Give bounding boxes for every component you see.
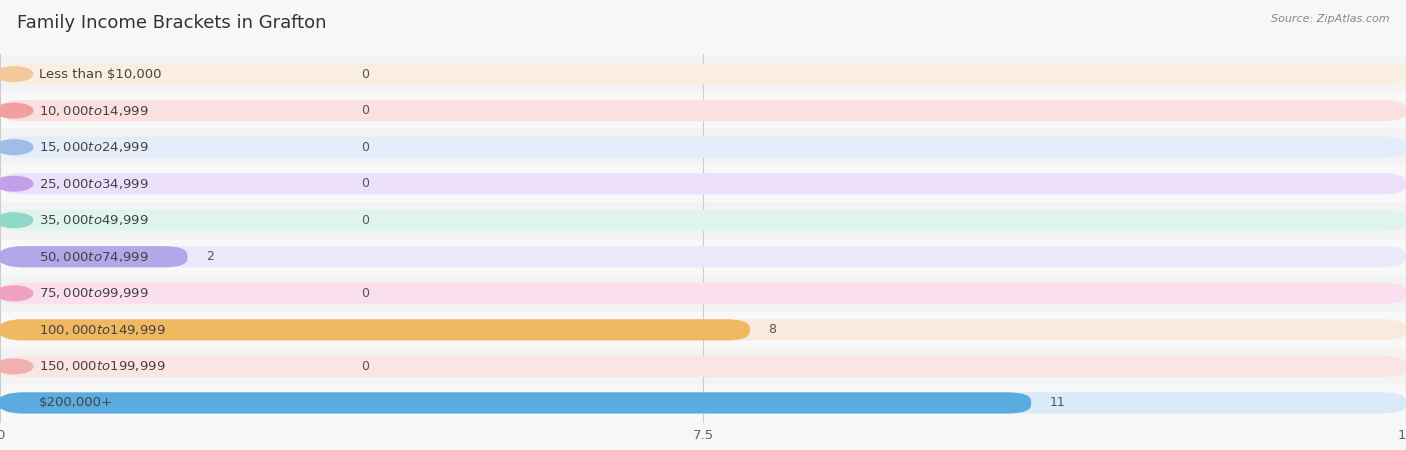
Text: 0: 0 — [361, 68, 368, 81]
Text: 0: 0 — [361, 104, 368, 117]
FancyBboxPatch shape — [0, 63, 1406, 85]
FancyBboxPatch shape — [0, 392, 1031, 414]
Bar — [0, 238, 1406, 275]
Text: 8: 8 — [769, 324, 776, 336]
FancyBboxPatch shape — [0, 246, 1406, 267]
Circle shape — [0, 67, 32, 81]
Bar — [0, 275, 1406, 311]
FancyBboxPatch shape — [0, 319, 749, 341]
Bar — [0, 348, 1406, 385]
FancyBboxPatch shape — [0, 319, 1406, 341]
Text: 2: 2 — [207, 250, 214, 263]
Text: $50,000 to $74,999: $50,000 to $74,999 — [39, 250, 149, 264]
Circle shape — [0, 396, 32, 410]
Text: $10,000 to $14,999: $10,000 to $14,999 — [39, 104, 149, 117]
Text: 11: 11 — [1050, 396, 1066, 410]
Text: $75,000 to $99,999: $75,000 to $99,999 — [39, 286, 149, 300]
Text: Less than $10,000: Less than $10,000 — [39, 68, 162, 81]
Text: $100,000 to $149,999: $100,000 to $149,999 — [39, 323, 166, 337]
FancyBboxPatch shape — [0, 392, 1406, 414]
Circle shape — [0, 249, 32, 264]
Text: $25,000 to $34,999: $25,000 to $34,999 — [39, 177, 149, 191]
Bar — [0, 385, 1406, 421]
Text: 0: 0 — [361, 287, 368, 300]
Circle shape — [0, 140, 32, 154]
Bar — [0, 166, 1406, 202]
Text: $15,000 to $24,999: $15,000 to $24,999 — [39, 140, 149, 154]
Circle shape — [0, 176, 32, 191]
Text: $35,000 to $49,999: $35,000 to $49,999 — [39, 213, 149, 227]
Bar — [0, 129, 1406, 166]
Circle shape — [0, 104, 32, 118]
Text: 0: 0 — [361, 360, 368, 373]
Text: 0: 0 — [361, 214, 368, 227]
FancyBboxPatch shape — [0, 210, 1406, 231]
FancyBboxPatch shape — [0, 100, 1406, 121]
FancyBboxPatch shape — [0, 283, 1406, 304]
Bar — [0, 202, 1406, 239]
FancyBboxPatch shape — [0, 136, 1406, 158]
Text: Source: ZipAtlas.com: Source: ZipAtlas.com — [1271, 14, 1389, 23]
Circle shape — [0, 213, 32, 228]
Text: 0: 0 — [361, 141, 368, 153]
Circle shape — [0, 323, 32, 337]
Text: Family Income Brackets in Grafton: Family Income Brackets in Grafton — [17, 14, 326, 32]
Circle shape — [0, 286, 32, 301]
FancyBboxPatch shape — [0, 173, 1406, 194]
FancyBboxPatch shape — [0, 356, 1406, 377]
Bar — [0, 92, 1406, 129]
Text: $150,000 to $199,999: $150,000 to $199,999 — [39, 360, 166, 374]
Circle shape — [0, 359, 32, 374]
Text: $200,000+: $200,000+ — [39, 396, 114, 410]
FancyBboxPatch shape — [0, 246, 187, 267]
Bar — [0, 56, 1406, 92]
Text: 0: 0 — [361, 177, 368, 190]
Bar — [0, 311, 1406, 348]
